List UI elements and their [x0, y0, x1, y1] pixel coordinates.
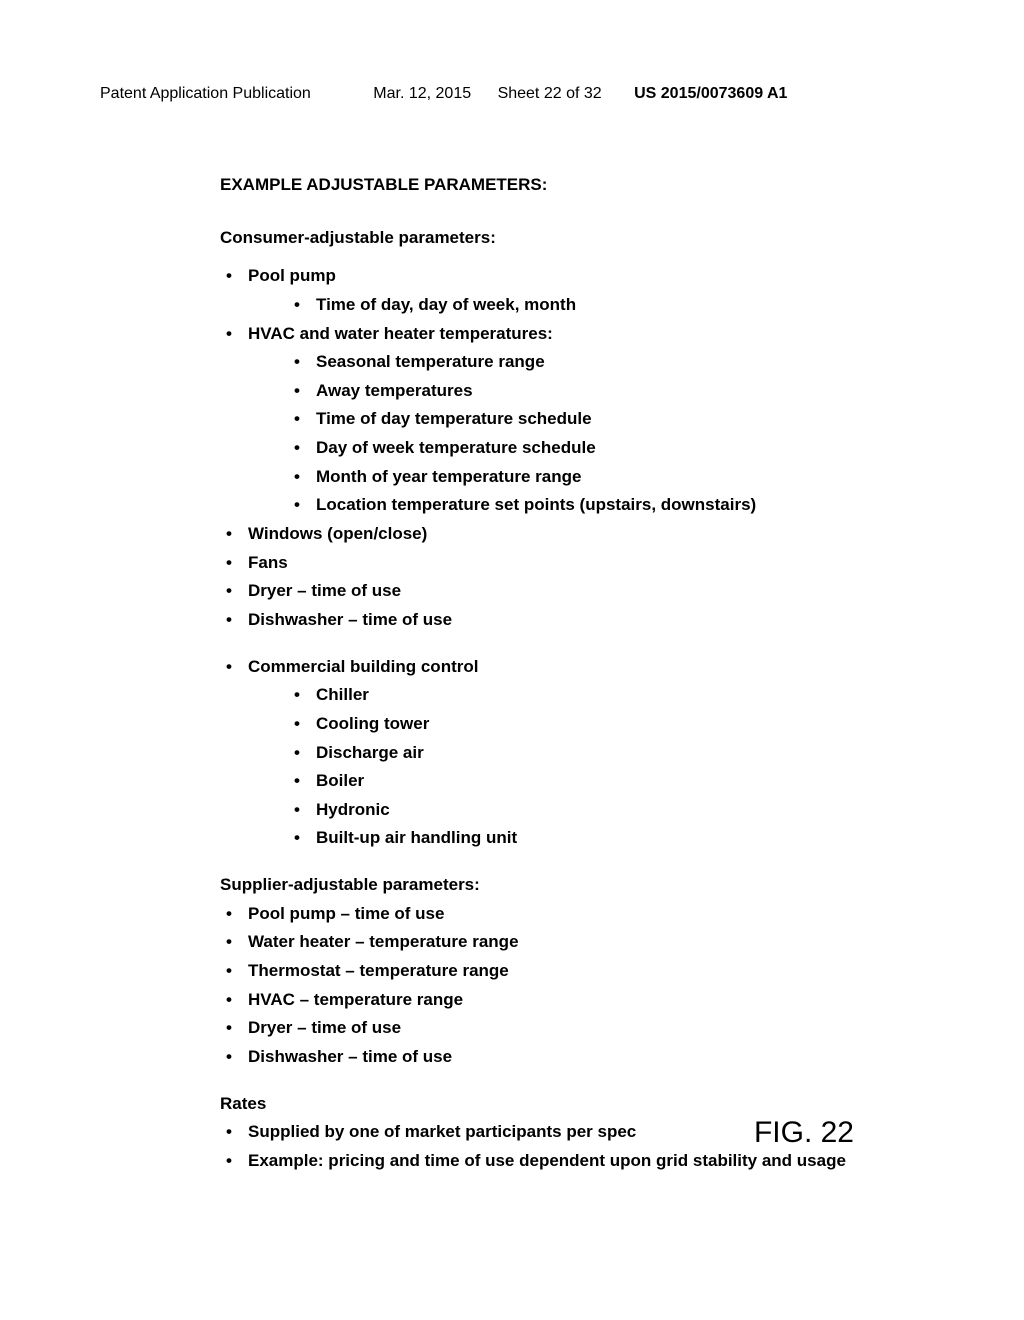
page-header: Patent Application Publication Mar. 12, …: [100, 85, 924, 103]
publication-date: Mar. 12, 2015: [373, 85, 471, 103]
list-item: Boiler: [288, 769, 924, 794]
list-item: Time of day, day of week, month: [288, 293, 924, 318]
list-item: Seasonal temperature range: [288, 350, 924, 375]
content-body: EXAMPLE ADJUSTABLE PARAMETERS: Consumer-…: [220, 173, 924, 1174]
list-item: Hydronic: [288, 798, 924, 823]
list-item: Away temperatures: [288, 379, 924, 404]
rates-heading: Rates: [220, 1092, 924, 1117]
publication-label: Patent Application Publication: [100, 85, 311, 103]
figure-label: FIG. 22: [754, 1116, 854, 1150]
list-item: Dryer – time of use: [220, 1016, 924, 1041]
consumer-heading: Consumer-adjustable parameters:: [220, 226, 924, 251]
list-item: Example: pricing and time of use depende…: [220, 1149, 924, 1174]
list-item: Month of year temperature range: [288, 465, 924, 490]
list-item: Dishwasher – time of use: [220, 1045, 924, 1070]
commercial-list: Commercial building control Chiller Cool…: [220, 655, 924, 851]
list-item: HVAC and water heater temperatures: Seas…: [220, 322, 924, 518]
supplier-heading: Supplier-adjustable parameters:: [220, 873, 924, 898]
list-item: Chiller: [288, 683, 924, 708]
consumer-list: Pool pump Time of day, day of week, mont…: [220, 264, 924, 632]
list-item: Dishwasher – time of use: [220, 608, 924, 633]
list-item: Location temperature set points (upstair…: [288, 493, 924, 518]
list-item: Pool pump Time of day, day of week, mont…: [220, 264, 924, 317]
list-item: Fans: [220, 551, 924, 576]
page-title: EXAMPLE ADJUSTABLE PARAMETERS:: [220, 173, 924, 198]
list-item: Dryer – time of use: [220, 579, 924, 604]
item-text: Pool pump: [248, 266, 336, 285]
list-item: Pool pump – time of use: [220, 902, 924, 927]
list-item: Commercial building control Chiller Cool…: [220, 655, 924, 851]
list-item: Water heater – temperature range: [220, 930, 924, 955]
supplier-list: Pool pump – time of use Water heater – t…: [220, 902, 924, 1070]
list-item: Cooling tower: [288, 712, 924, 737]
list-item: Windows (open/close): [220, 522, 924, 547]
list-item: Discharge air: [288, 741, 924, 766]
list-item: Day of week temperature schedule: [288, 436, 924, 461]
list-item: Time of day temperature schedule: [288, 407, 924, 432]
item-text: HVAC and water heater temperatures:: [248, 324, 553, 343]
list-item: HVAC – temperature range: [220, 988, 924, 1013]
publication-number: US 2015/0073609 A1: [634, 85, 787, 103]
sheet-label: Sheet 22 of 32: [498, 85, 602, 103]
item-text: Commercial building control: [248, 657, 478, 676]
list-item: Thermostat – temperature range: [220, 959, 924, 984]
list-item: Built-up air handling unit: [288, 826, 924, 851]
